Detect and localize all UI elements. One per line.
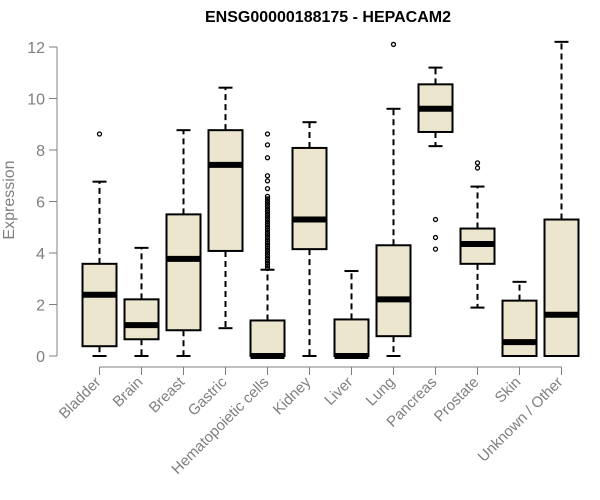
iqr-box xyxy=(501,299,538,358)
outlier-point xyxy=(264,227,271,233)
outlier-point xyxy=(264,216,271,223)
outlier-point xyxy=(264,155,271,161)
y-axis-title: Expression xyxy=(1,160,18,239)
outlier-point xyxy=(264,255,271,261)
x-category-label: Kidney xyxy=(270,373,315,418)
outlier-point xyxy=(390,41,397,48)
iqr-box xyxy=(81,262,118,348)
outlier-point xyxy=(264,211,271,218)
x-category-label: Prostate xyxy=(431,374,483,426)
outlier-point xyxy=(264,206,271,212)
box-lung xyxy=(375,41,412,357)
y-tick-label: 12 xyxy=(27,40,45,57)
y-tick-label: 0 xyxy=(36,349,45,366)
outlier-point xyxy=(264,209,271,215)
iqr-box xyxy=(333,318,370,357)
box-brain xyxy=(123,246,160,357)
box-prostate xyxy=(459,160,496,309)
iqr-box xyxy=(375,244,412,338)
x-category-label: Brain xyxy=(110,374,147,411)
outlier-point xyxy=(474,165,481,171)
x-category-label: Skin xyxy=(492,374,525,407)
box-gastric xyxy=(207,86,244,330)
outlier-point xyxy=(432,234,439,241)
y-tick-label: 2 xyxy=(36,298,45,315)
outlier-point xyxy=(264,232,271,238)
outlier-point xyxy=(264,224,271,230)
x-category-label: Bladder xyxy=(56,374,105,423)
y-tick-label: 8 xyxy=(36,143,45,160)
outlier-point xyxy=(264,214,271,220)
box-unknown-other xyxy=(543,40,580,357)
x-category-label: Liver xyxy=(321,374,356,409)
outlier-point xyxy=(264,229,271,236)
y-axis: 0 2 4 6 8 10 12 xyxy=(27,40,58,366)
outlier-point xyxy=(264,196,271,202)
outlier-point xyxy=(96,131,103,137)
y-tick-label: 4 xyxy=(36,246,45,263)
outlier-point xyxy=(264,247,271,254)
outlier-point xyxy=(264,173,271,179)
iqr-box xyxy=(249,319,286,357)
outlier-point xyxy=(264,131,271,137)
y-tick-label: 6 xyxy=(36,195,45,212)
iqr-box xyxy=(291,146,328,251)
box-bladder xyxy=(81,131,118,357)
iqr-box xyxy=(207,129,244,252)
outlier-point xyxy=(264,142,271,148)
outlier-point xyxy=(264,260,271,266)
box-kidney xyxy=(291,121,328,357)
outlier-point xyxy=(264,234,271,241)
outlier-point xyxy=(264,252,271,259)
outlier-point xyxy=(264,219,271,225)
outlier-point xyxy=(264,250,271,256)
outlier-point xyxy=(264,222,271,228)
box-pancreas xyxy=(417,66,454,252)
box-liver xyxy=(333,270,370,359)
outlier-point xyxy=(264,242,271,248)
outlier-point xyxy=(264,258,271,264)
box-hematopoietic-cells xyxy=(249,131,286,359)
outlier-point xyxy=(264,193,271,200)
boxes xyxy=(81,40,580,359)
box-skin xyxy=(501,280,538,358)
chart-title: ENSG00000188175 - HEPACAM2 xyxy=(205,9,451,26)
outlier-point xyxy=(264,178,271,184)
outlier-point xyxy=(264,263,271,269)
outlier-point xyxy=(264,201,271,207)
outlier-point xyxy=(264,185,271,192)
outlier-point xyxy=(264,198,271,205)
iqr-box xyxy=(165,213,202,332)
outlier-point xyxy=(264,265,271,272)
x-category-label: Lung xyxy=(363,374,399,410)
box-breast xyxy=(165,129,202,357)
outlier-point xyxy=(432,216,439,223)
outlier-point xyxy=(264,245,271,251)
outlier-point xyxy=(264,237,271,243)
y-tick-label: 10 xyxy=(27,92,45,109)
outlier-point xyxy=(264,240,271,246)
outlier-point xyxy=(264,203,271,210)
outlier-point xyxy=(474,160,481,166)
outlier-point xyxy=(432,246,439,252)
iqr-box xyxy=(543,218,580,357)
x-category-label: Breast xyxy=(146,373,189,416)
iqr-box xyxy=(123,298,160,341)
